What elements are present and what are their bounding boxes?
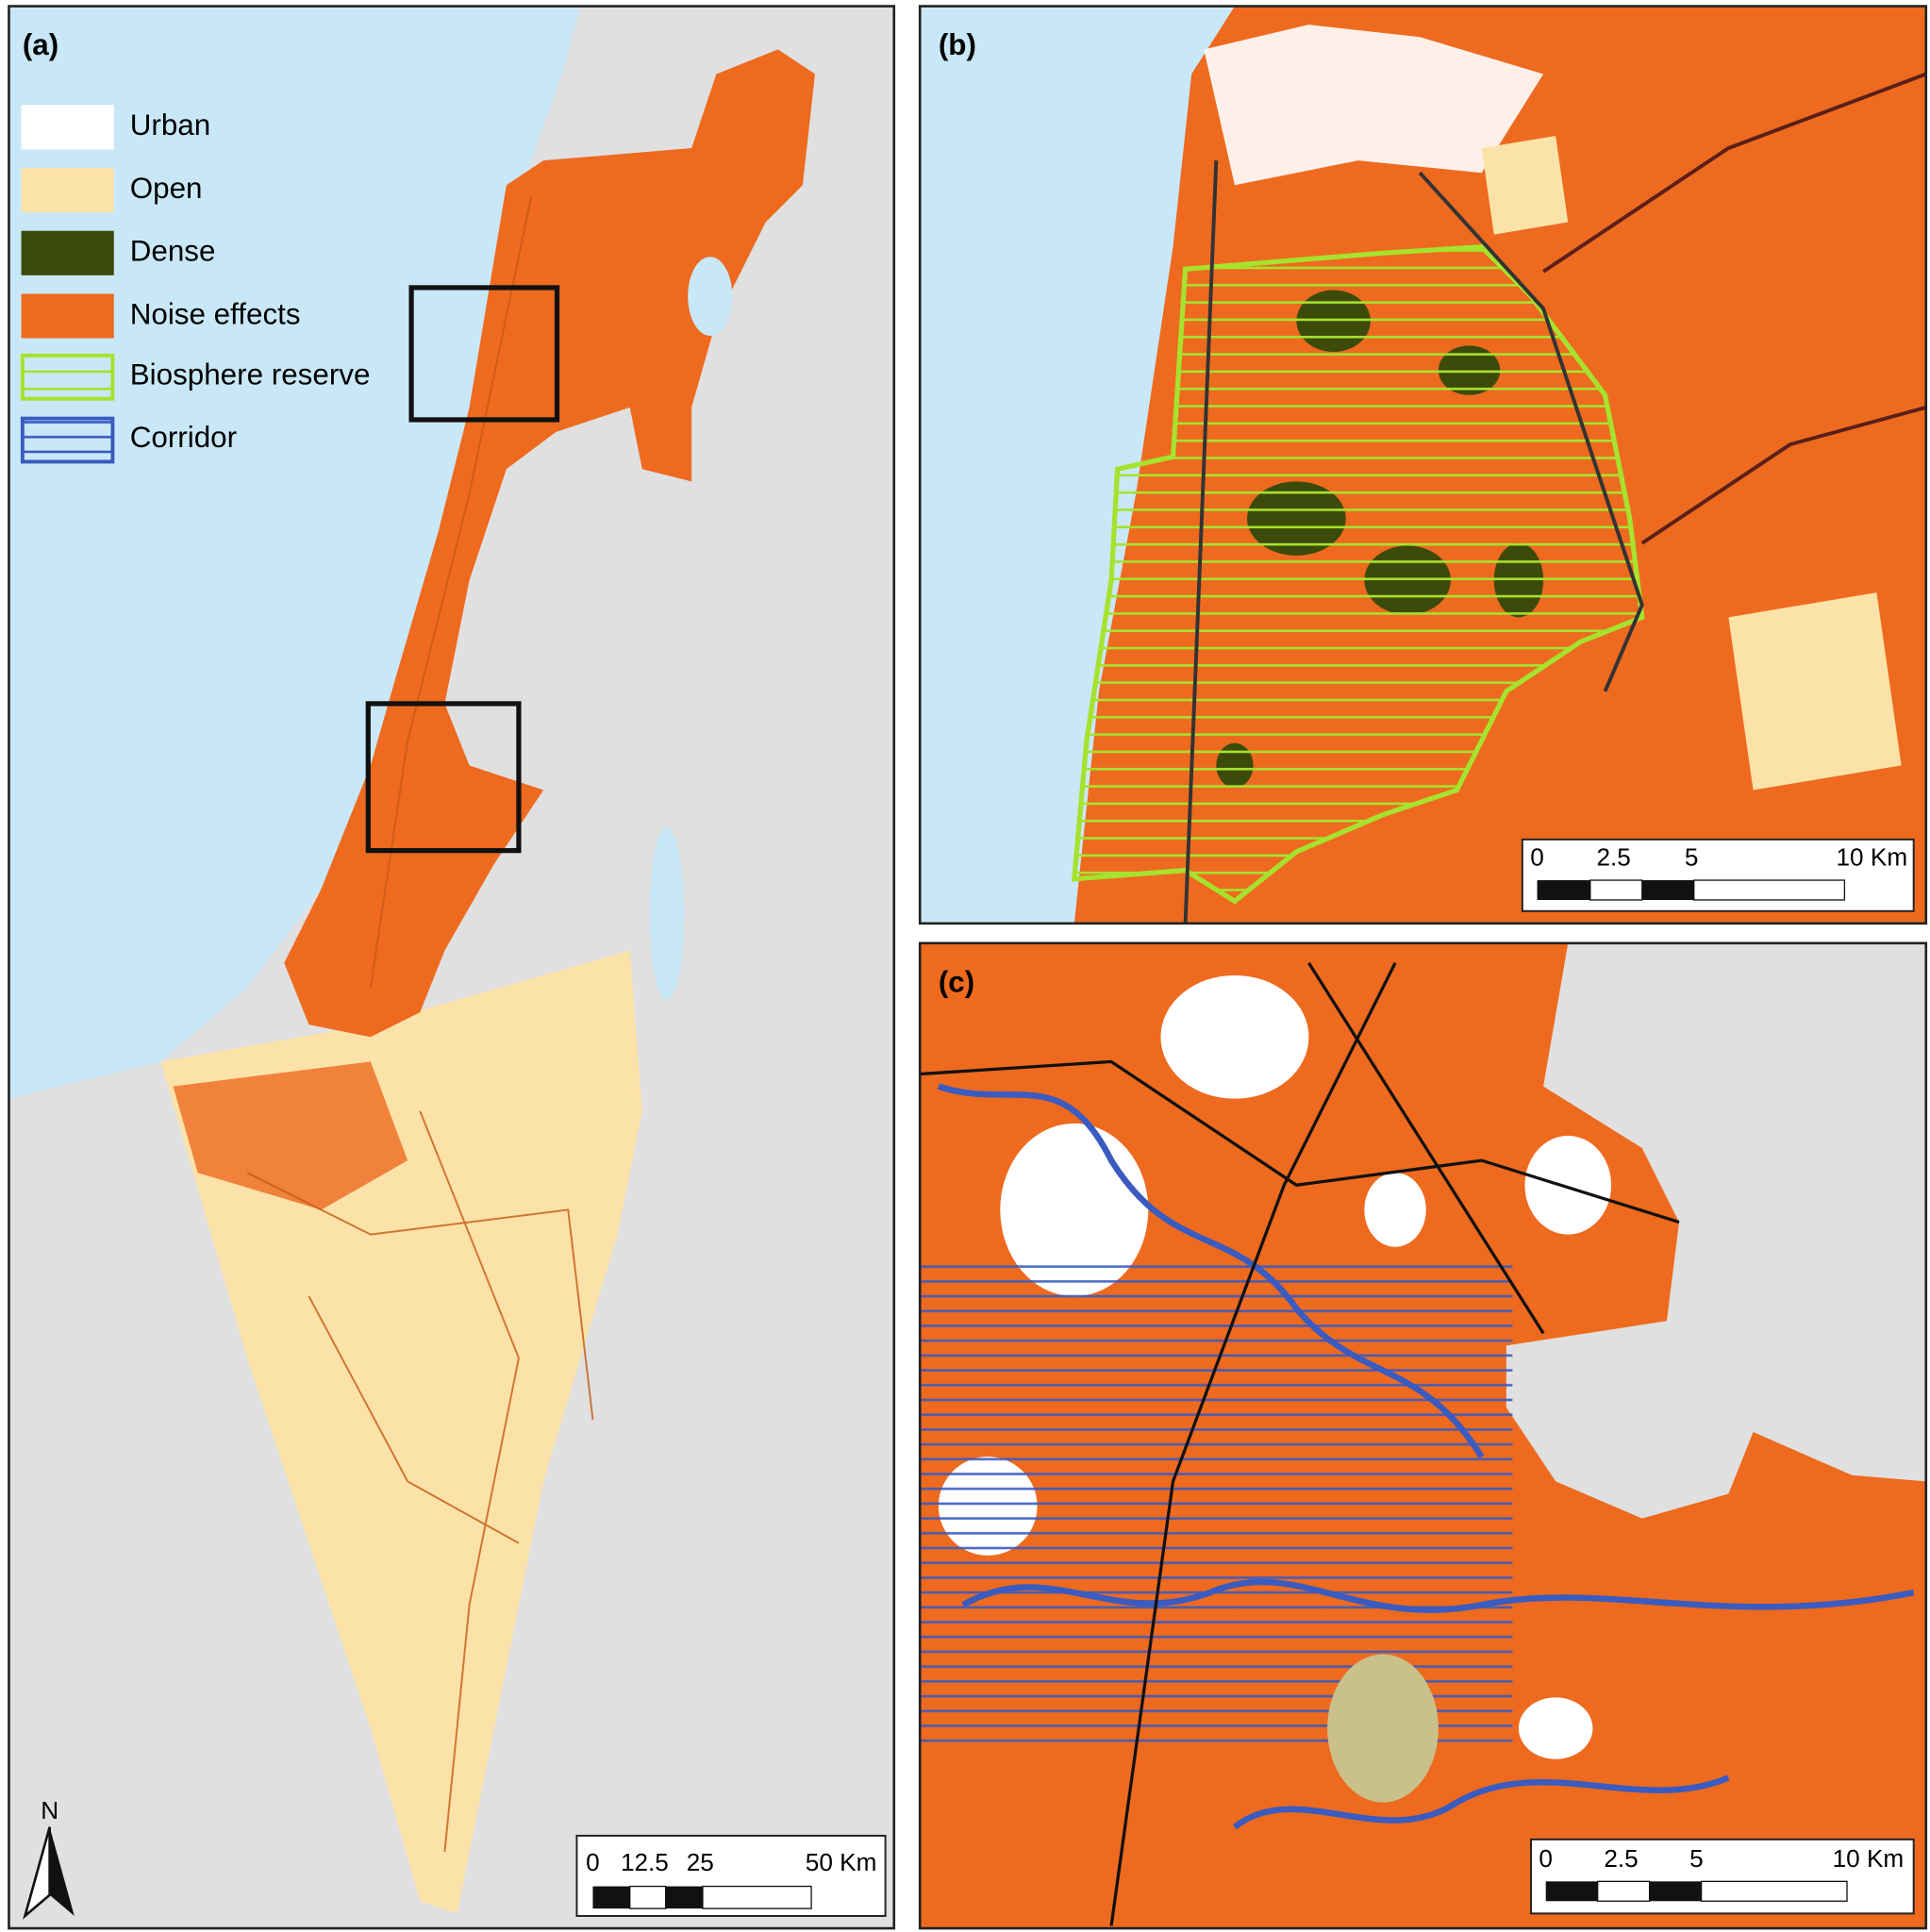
legend-swatch [21, 230, 114, 275]
scale-label: 0 [1530, 843, 1544, 872]
legend-label: Urban [130, 108, 211, 142]
legend: Urban Open Dense Noise effects Biosphere… [20, 105, 371, 464]
panel-c-map: 0 2.5 5 10 Km [920, 942, 1926, 1929]
scale-bar: 0 12.5 25 50 Km [575, 1834, 887, 1917]
scale-label: 2.5 [1604, 1844, 1638, 1873]
legend-label: Noise effects [130, 297, 301, 330]
scale-label: 5 [1685, 843, 1699, 872]
scale-label: 0 [1539, 1844, 1553, 1873]
scale-label: 2.5 [1596, 843, 1630, 872]
legend-swatch [21, 293, 114, 339]
legend-label: Open [130, 172, 203, 205]
scale-label: 10 Km [1833, 1844, 1905, 1873]
panel-b-map: 0 2.5 5 10 Km [920, 6, 1926, 924]
legend-label: Biosphere reserve [130, 358, 371, 391]
scale-label: 25 [687, 1848, 714, 1876]
scale-label: 0 [586, 1848, 600, 1876]
north-arrow [49, 1826, 75, 1916]
legend-swatch [20, 416, 115, 464]
legend-swatch [21, 167, 114, 213]
legend-swatch [20, 353, 115, 401]
panel-label: (b) [939, 28, 976, 61]
panel-a-map [8, 6, 894, 1929]
scale-label: 50 Km [806, 1848, 877, 1876]
legend-label: Corridor [130, 421, 237, 454]
scale-label: 5 [1689, 1844, 1704, 1873]
legend-label: Dense [130, 235, 216, 268]
scale-label: 12.5 [621, 1848, 669, 1876]
north-label: N [41, 1796, 58, 1824]
legend-swatch [21, 105, 114, 150]
panel-label: (a) [23, 28, 58, 61]
scale-label: 10 Km [1837, 843, 1908, 872]
panel-label: (c) [939, 965, 974, 998]
